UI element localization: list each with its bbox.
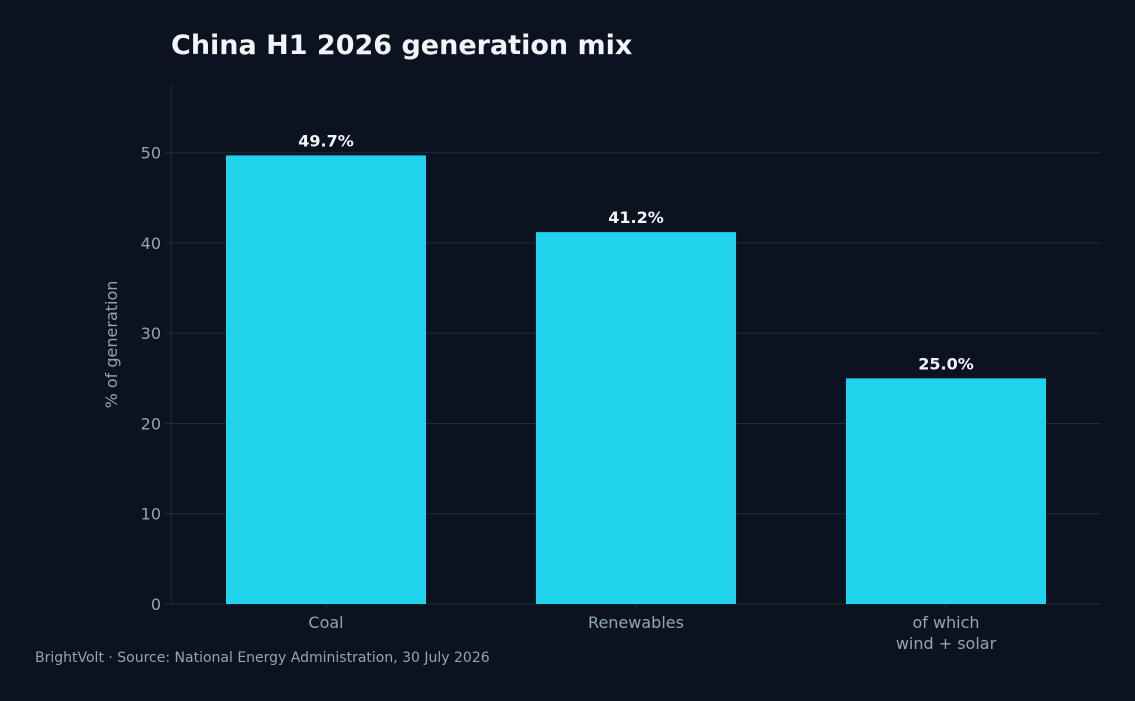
x-tick-label: Coal	[308, 613, 343, 632]
chart-title: China H1 2026 generation mix	[171, 30, 633, 61]
data-label: 41.2%	[608, 208, 664, 227]
data-label: 25.0%	[918, 354, 974, 373]
footer-source: BrightVolt · Source: National Energy Adm…	[35, 650, 490, 666]
bar	[226, 155, 426, 604]
x-tick-label: of which	[912, 613, 979, 632]
y-tick-label: 30	[141, 324, 161, 343]
y-tick-label: 0	[151, 595, 161, 614]
y-tick-label: 20	[141, 414, 161, 433]
y-tick-label: 50	[141, 144, 161, 163]
x-tick-label: Renewables	[588, 613, 684, 632]
y-axis-title: % of generation	[102, 281, 121, 409]
bar	[536, 232, 736, 604]
bars	[226, 155, 1046, 604]
data-label: 49.7%	[298, 131, 354, 150]
bar	[846, 378, 1046, 604]
x-tick-label: wind + solar	[896, 634, 997, 653]
y-tick-label: 40	[141, 234, 161, 253]
labels: 49.7% Coal 41.2% Renewables 25.0% of which win…	[298, 131, 996, 653]
y-tick-label: 10	[141, 505, 161, 524]
